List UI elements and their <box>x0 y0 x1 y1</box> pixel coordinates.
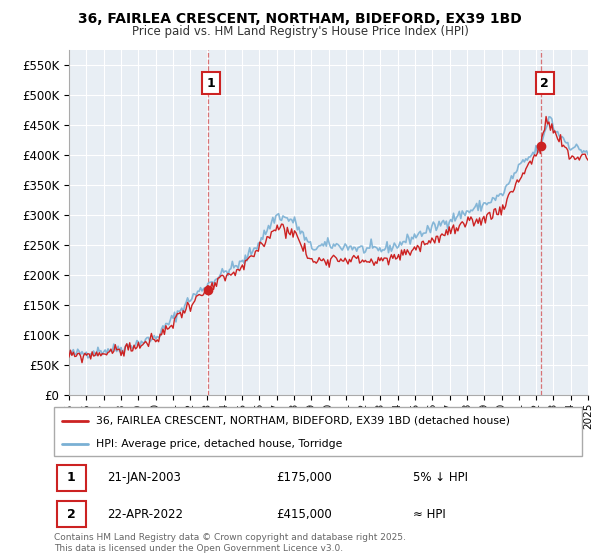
Text: 2: 2 <box>67 508 76 521</box>
Text: £175,000: £175,000 <box>276 472 332 484</box>
Text: 5% ↓ HPI: 5% ↓ HPI <box>413 472 468 484</box>
Text: 22-APR-2022: 22-APR-2022 <box>107 508 183 521</box>
Bar <box>56 465 86 491</box>
Text: Price paid vs. HM Land Registry's House Price Index (HPI): Price paid vs. HM Land Registry's House … <box>131 25 469 38</box>
Text: £415,000: £415,000 <box>276 508 332 521</box>
Text: 36, FAIRLEA CRESCENT, NORTHAM, BIDEFORD, EX39 1BD (detached house): 36, FAIRLEA CRESCENT, NORTHAM, BIDEFORD,… <box>96 416 510 426</box>
Text: HPI: Average price, detached house, Torridge: HPI: Average price, detached house, Torr… <box>96 439 343 449</box>
Text: ≈ HPI: ≈ HPI <box>413 508 446 521</box>
Text: 21-JAN-2003: 21-JAN-2003 <box>107 472 181 484</box>
Text: Contains HM Land Registry data © Crown copyright and database right 2025.
This d: Contains HM Land Registry data © Crown c… <box>54 533 406 553</box>
Text: 36, FAIRLEA CRESCENT, NORTHAM, BIDEFORD, EX39 1BD: 36, FAIRLEA CRESCENT, NORTHAM, BIDEFORD,… <box>78 12 522 26</box>
Text: 1: 1 <box>67 472 76 484</box>
Bar <box>56 501 86 527</box>
Text: 1: 1 <box>206 77 215 90</box>
Text: 2: 2 <box>541 77 549 90</box>
